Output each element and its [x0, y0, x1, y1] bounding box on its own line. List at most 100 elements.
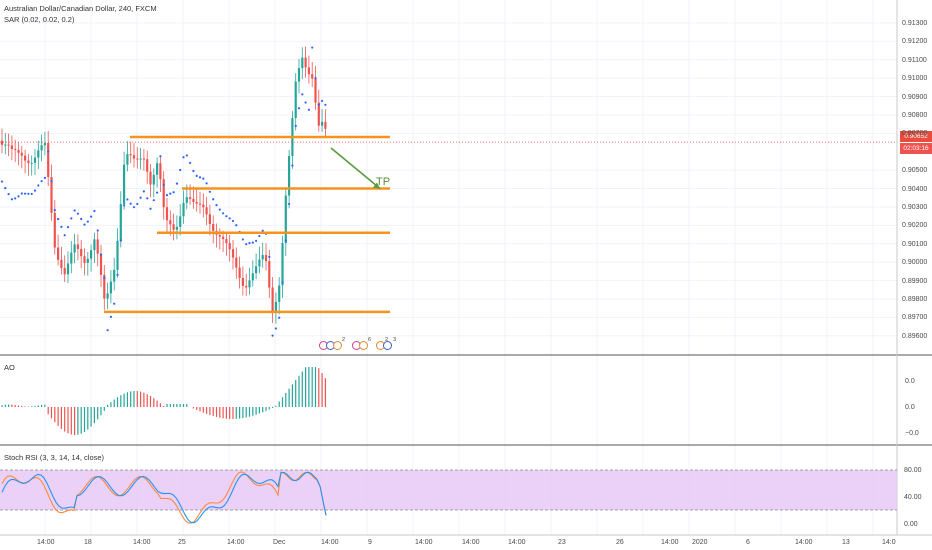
candle-body — [96, 239, 99, 254]
sar-dot — [136, 202, 139, 206]
candle-body — [4, 144, 7, 146]
sar-dot — [96, 229, 99, 232]
candle-body — [268, 261, 271, 288]
sar-dot — [7, 192, 10, 196]
sar-dot — [30, 192, 33, 196]
sar-dot — [0, 180, 4, 183]
stoch-rsi-tick-label: 0.00 — [904, 521, 918, 528]
sar-dot — [4, 186, 7, 190]
sar-dot — [14, 197, 17, 200]
price-tick-label: 0.90000 — [902, 259, 928, 267]
candle-body — [175, 226, 178, 230]
sar-dot — [304, 101, 307, 104]
candle-body — [142, 158, 145, 160]
event-count: 2 — [385, 337, 389, 343]
ao-tick-label: −0.0 — [905, 430, 919, 437]
time-tick-label: 18 — [84, 539, 92, 546]
sar-dot — [291, 164, 294, 167]
candle-body — [139, 158, 142, 160]
candle-body — [123, 164, 126, 205]
candle-body — [248, 280, 251, 288]
sar-dot — [47, 150, 50, 153]
candle-body — [241, 278, 244, 286]
candle-body — [156, 163, 159, 175]
candle-body — [205, 207, 208, 215]
candle-body — [76, 244, 79, 249]
candle-body — [146, 159, 149, 172]
economic-event-icon[interactable] — [359, 341, 368, 350]
candle-body — [235, 257, 238, 268]
candle-body — [231, 249, 235, 258]
sar-dot — [57, 217, 60, 221]
sar-dot — [311, 46, 314, 49]
time-tick-label: 25 — [178, 539, 186, 546]
sar-dot — [268, 255, 271, 258]
sar-dot — [195, 174, 198, 177]
sar-dot — [76, 212, 79, 215]
candle-body — [218, 234, 221, 237]
price-tick-label: 0.90800 — [902, 111, 928, 119]
sar-indicator-label[interactable]: SAR (0.02, 0.02, 0.2) — [4, 15, 75, 24]
sar-dot — [119, 239, 122, 242]
time-tick-label: 9 — [368, 539, 372, 546]
price-tick-label: 0.89600 — [902, 332, 928, 340]
price-tick-label: 0.90700 — [902, 130, 928, 138]
sar-dot — [314, 76, 317, 80]
sar-dot — [116, 273, 119, 276]
stoch-rsi-d-line — [1, 471, 327, 524]
sar-dot — [258, 234, 261, 238]
sar-dot — [86, 220, 89, 223]
stoch-rsi-tick-label: 40.00 — [904, 494, 922, 501]
sar-dot — [70, 217, 73, 220]
candle-body — [99, 253, 103, 275]
economic-event-icon[interactable] — [383, 341, 392, 350]
economic-event-icon[interactable] — [333, 341, 342, 350]
candle-body — [261, 255, 264, 260]
sar-dot — [307, 108, 310, 111]
ao-indicator-label[interactable]: AO — [4, 363, 15, 372]
candle-body — [116, 240, 119, 270]
candle-body — [132, 155, 136, 159]
price-tick-label: 0.90300 — [902, 203, 928, 211]
time-tick-label: 6 — [746, 539, 750, 546]
candle-body — [60, 259, 63, 268]
sar-dot — [288, 202, 291, 206]
sar-dot — [60, 225, 63, 228]
sar-dot — [24, 192, 27, 195]
candle-body — [10, 145, 13, 149]
sar-dot — [33, 189, 37, 192]
candle-body — [271, 287, 274, 312]
sar-dot — [159, 155, 162, 158]
sar-dot — [162, 183, 165, 186]
price-tick-label: 0.91200 — [902, 38, 928, 46]
ao-tick-label: 0.0 — [905, 404, 915, 411]
candle-body — [202, 204, 205, 208]
candle-body — [63, 267, 66, 275]
sar-dot — [261, 229, 264, 232]
sar-dot — [20, 192, 23, 195]
sar-dot — [222, 212, 225, 215]
candle-body — [103, 274, 106, 299]
sar-dot — [73, 209, 76, 212]
current-price-tag: 0.90652 — [900, 131, 932, 142]
sar-dot — [37, 184, 40, 187]
candle-body — [126, 154, 129, 165]
sar-dot — [43, 176, 47, 179]
price-tick-label: 0.91000 — [902, 75, 928, 83]
sar-dot — [40, 180, 43, 183]
time-tick-label: 2020 — [692, 539, 708, 546]
time-tick-label: 14:00 — [227, 539, 245, 546]
candle-body — [264, 255, 268, 262]
price-tick-label: 0.91100 — [902, 56, 927, 64]
stoch-rsi-k-line — [1, 471, 327, 524]
sar-dot — [235, 224, 238, 227]
stoch-rsi-indicator-label[interactable]: Stoch RSI (3, 3, 14, 14, close) — [4, 453, 105, 462]
stoch-rsi-tick-label: 80.00 — [904, 467, 922, 474]
time-tick-label: 14:00 — [37, 539, 55, 546]
event-count: 3 — [393, 337, 397, 343]
take-profit-label: TP — [376, 176, 391, 188]
candle-body — [24, 155, 27, 161]
sar-dot — [90, 215, 93, 218]
candle-body — [189, 197, 192, 200]
